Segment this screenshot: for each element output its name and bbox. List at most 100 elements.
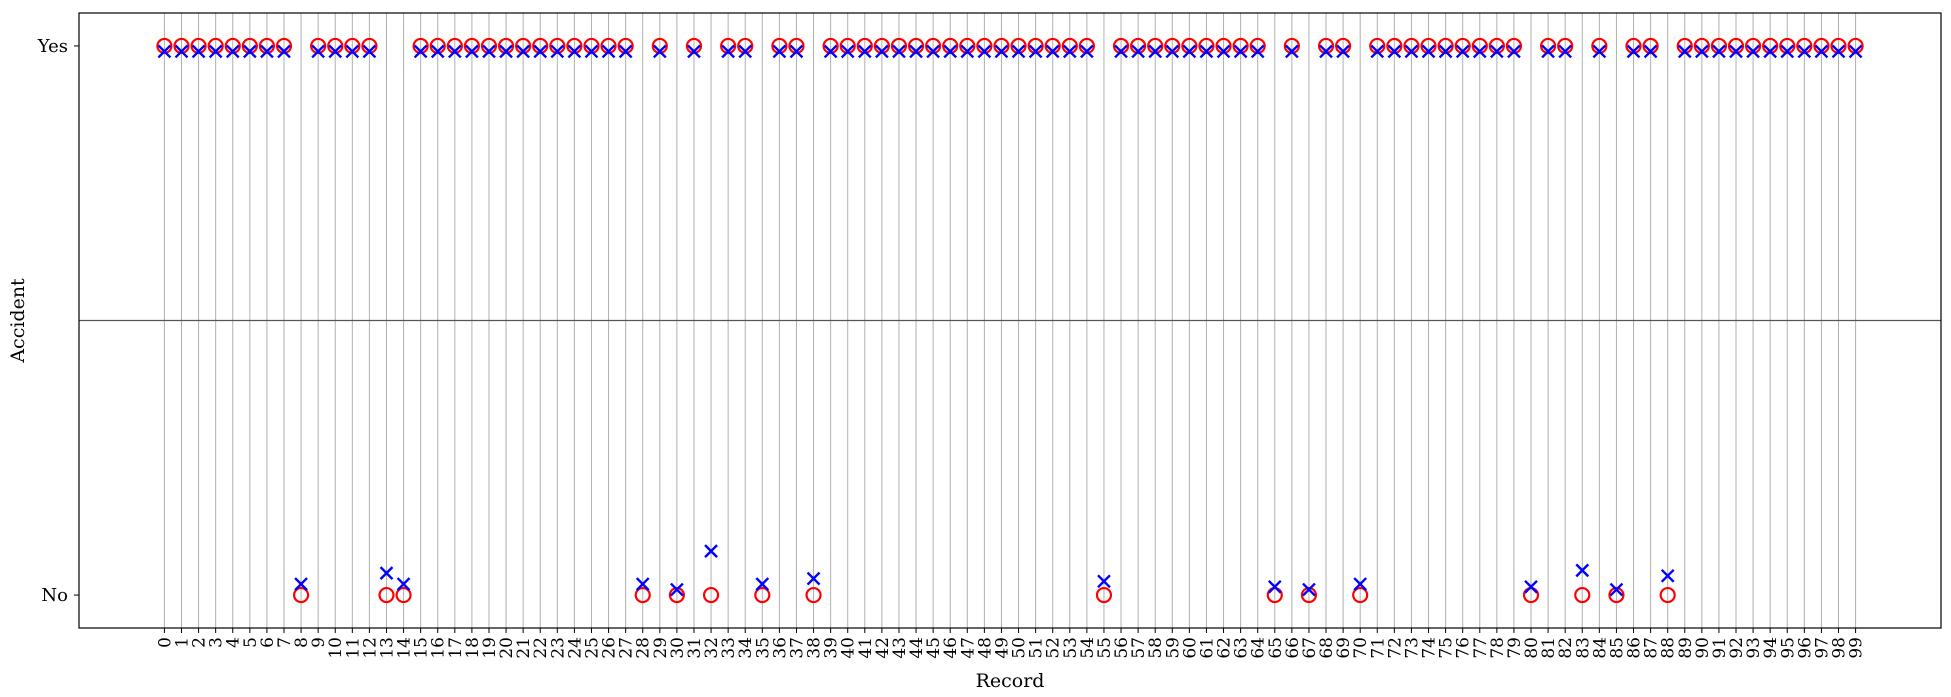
x-point-stroke xyxy=(1626,44,1641,59)
x-point-stroke xyxy=(755,577,770,591)
x-tick-label: 48 xyxy=(975,637,995,659)
x-tick-label: 11 xyxy=(343,637,363,659)
x-point-stroke xyxy=(1267,579,1282,594)
x-axis-title: Record xyxy=(976,670,1045,692)
x-point xyxy=(430,44,445,59)
x-point-stroke xyxy=(977,44,992,59)
x-tick-label: 61 xyxy=(1197,637,1217,659)
x-point xyxy=(960,44,975,59)
x-point xyxy=(379,566,394,580)
x-point-stroke xyxy=(482,44,496,59)
x-point-stroke xyxy=(601,44,616,59)
x-point xyxy=(994,44,1009,59)
x-point xyxy=(1729,44,1743,59)
x-point xyxy=(1490,44,1504,59)
x-point-stroke xyxy=(311,44,326,59)
x-point xyxy=(1507,44,1521,59)
x-point-stroke xyxy=(396,577,411,591)
x-tick-label: 67 xyxy=(1300,637,1320,659)
x-tick-label: 9 xyxy=(309,637,329,648)
x-point xyxy=(1216,44,1231,59)
x-point xyxy=(943,44,958,59)
x-point-stroke xyxy=(1216,44,1231,59)
x-point xyxy=(1336,44,1350,59)
x-point xyxy=(396,577,411,591)
x-point-stroke xyxy=(926,44,940,59)
x-point xyxy=(260,44,274,59)
x-point-stroke xyxy=(1165,44,1180,59)
x-point-stroke xyxy=(1609,582,1624,597)
x-point-stroke xyxy=(362,44,377,59)
x-point-stroke xyxy=(1114,44,1128,59)
x-tick-label: 44 xyxy=(907,637,927,659)
x-tick-label: 65 xyxy=(1266,637,1286,659)
x-tick-label: 47 xyxy=(958,637,978,659)
x-point-stroke xyxy=(994,44,1009,59)
x-point-stroke xyxy=(1541,44,1555,59)
x-tick-label: 62 xyxy=(1215,637,1235,659)
x-point-stroke xyxy=(1575,563,1590,578)
x-point-stroke xyxy=(960,44,975,59)
circle-point xyxy=(634,586,651,604)
x-point-stroke xyxy=(704,544,718,558)
x-point xyxy=(618,44,633,59)
x-point-stroke xyxy=(1250,44,1265,59)
x-point-stroke xyxy=(1438,44,1453,59)
x-tick-label: 97 xyxy=(1812,637,1832,659)
x-tick-label: 85 xyxy=(1607,637,1627,659)
x-tick-label: 96 xyxy=(1795,637,1815,659)
x-tick-label: 40 xyxy=(839,637,859,659)
x-tick-label: 81 xyxy=(1539,637,1559,659)
y-axis-title: Accident xyxy=(7,278,29,364)
x-point-stroke xyxy=(670,582,684,597)
x-point xyxy=(277,44,291,59)
x-point-stroke xyxy=(550,44,565,59)
x-point xyxy=(1267,579,1282,594)
x-point xyxy=(311,44,326,59)
x-point xyxy=(1438,44,1453,59)
x-tick-label: 90 xyxy=(1693,637,1713,659)
x-tick-label: 28 xyxy=(634,637,654,659)
x-tick-label: 39 xyxy=(822,637,842,659)
x-point xyxy=(1302,582,1316,597)
x-point xyxy=(857,44,872,59)
x-point xyxy=(1250,44,1265,59)
x-point xyxy=(1370,44,1385,59)
x-tick-label: 60 xyxy=(1180,637,1200,659)
x-point xyxy=(1097,574,1111,589)
x-tick-label: 66 xyxy=(1283,637,1303,659)
marks-layer xyxy=(156,37,1864,604)
x-point-stroke xyxy=(1148,44,1163,59)
x-tick-label: 94 xyxy=(1761,637,1781,659)
x-point xyxy=(840,44,855,59)
x-point xyxy=(499,44,513,59)
x-point xyxy=(1455,44,1470,59)
x-tick-label: 10 xyxy=(326,637,346,659)
circle-point xyxy=(805,586,822,604)
x-tick-label: 51 xyxy=(1027,637,1047,659)
y-tick-label: No xyxy=(41,585,68,606)
x-point-stroke xyxy=(174,44,189,59)
x-tick-label: 84 xyxy=(1590,637,1610,659)
x-tick-label: 92 xyxy=(1727,637,1747,659)
x-ticks: 0123456789101112131415161718192021222324… xyxy=(155,628,1867,659)
x-point-stroke xyxy=(1353,577,1368,591)
x-point-stroke xyxy=(1848,44,1863,59)
x-tick-label: 31 xyxy=(685,637,705,659)
x-tick-label: 15 xyxy=(412,637,432,659)
x-point-stroke xyxy=(687,44,701,59)
x-point-stroke xyxy=(294,577,308,591)
x-point xyxy=(875,44,889,59)
x-point xyxy=(533,44,548,59)
x-point-stroke xyxy=(1712,44,1726,59)
x-point-stroke xyxy=(823,44,838,59)
x-point xyxy=(1609,582,1624,597)
circle-point xyxy=(1659,586,1676,604)
x-point xyxy=(1643,44,1658,59)
x-tick-label: 21 xyxy=(514,637,534,659)
x-tick-label: 49 xyxy=(992,637,1012,659)
x-point-stroke xyxy=(635,577,650,591)
x-point xyxy=(1524,579,1538,594)
x-tick-label: 83 xyxy=(1573,637,1593,659)
x-tick-label: 38 xyxy=(805,637,825,659)
